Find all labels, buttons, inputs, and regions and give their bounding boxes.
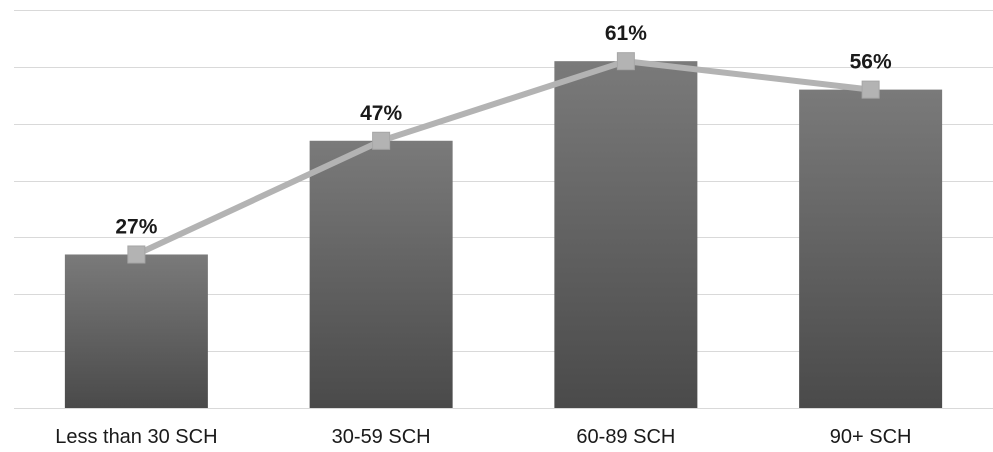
trend-line xyxy=(135,58,871,258)
marker-2 xyxy=(372,131,391,150)
x-tick-label-2: 30-59 SCH xyxy=(332,426,431,448)
bar-4 xyxy=(799,89,943,408)
trend-line-path xyxy=(135,58,871,258)
data-labels: 27% 47% 61% 56% xyxy=(115,22,892,238)
x-tick-label-3: 60-89 SCH xyxy=(576,426,675,448)
marker-3 xyxy=(616,52,635,71)
bar-1 xyxy=(64,254,208,408)
x-tick-label-1: Less than 30 SCH xyxy=(55,426,217,448)
data-label-1: 27% xyxy=(115,215,157,238)
x-axis-ticks: Less than 30 SCH 30-59 SCH 60-89 SCH 90+ SC… xyxy=(55,426,911,448)
marker-4 xyxy=(861,80,880,99)
x-tick-label-4: 90+ SCH xyxy=(830,426,912,448)
marker-1 xyxy=(127,245,146,264)
markers xyxy=(127,52,880,264)
bar-2 xyxy=(309,140,453,408)
data-label-3: 61% xyxy=(605,22,647,45)
data-label-4: 56% xyxy=(850,51,892,74)
bars xyxy=(64,61,943,409)
data-label-2: 47% xyxy=(360,102,402,125)
bar-3 xyxy=(554,61,698,409)
